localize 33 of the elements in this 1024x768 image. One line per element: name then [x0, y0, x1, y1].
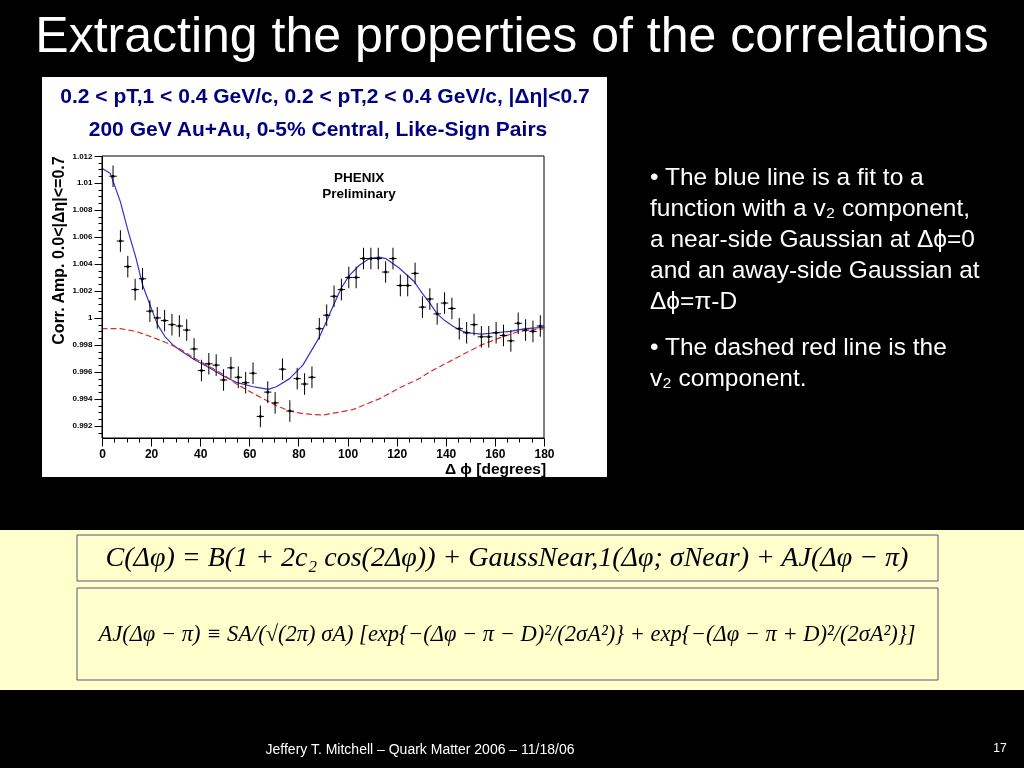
text: 200 GeV Au+Au, 0-5% Central, Like-Sign Pairs	[88, 117, 548, 140]
x-tick-label: 120	[387, 446, 408, 461]
x-tick-label: 40	[194, 446, 208, 461]
x-axis-title: Δ ϕ [degrees]	[444, 459, 547, 477]
y-tick-label: 1.008	[72, 205, 94, 215]
x-tick-label: 20	[144, 446, 159, 461]
x-tick-label: 0	[99, 446, 107, 461]
x-tick-label: 140	[436, 446, 457, 461]
y-tick-label: 1.006	[72, 232, 94, 242]
text: Jeffery T. Mitchell – Quark Matter 2006 – 11/18/06	[265, 741, 575, 757]
y-tick-label: 0.996	[72, 367, 94, 377]
y-tick-label: 1	[88, 313, 94, 323]
y-tick-label: 0.992	[72, 421, 94, 431]
chart-title: Extracting the properties of the correlations	[35, 7, 989, 63]
y-tick-label: 1.002	[72, 286, 94, 296]
y-tick-label: 0.994	[72, 394, 94, 404]
y-tick-label: 1.01	[76, 178, 94, 188]
y-axis-title: Corr. Amp. 0.0<|Δη|<=0.7	[49, 156, 67, 345]
y-tick-label: 1.012	[72, 151, 94, 161]
chart-subtitle: 0.2 < pT,1 < 0.4 GeV/c, 0.2 < pT,2 < 0.4 GeV/c, |Δη|<0.7	[60, 84, 590, 107]
text: C(Δφ) = B(1 + 2c₂ cos(2Δφ)) + GaussNear,1(Δφ; σNear) + AJ(Δφ − π)	[105, 541, 909, 572]
y-tick-label: 0.998	[72, 340, 94, 350]
text: • The dashed red line is the v₂ component.	[650, 333, 947, 391]
x-tick-label: 160	[485, 446, 506, 461]
annotation: PHENIX Preliminary	[322, 170, 397, 201]
text: • The blue line is a fit to a function with a v₂ component, a near-side Gaussian at Δϕ=0 and an away-side Gaussian at Δϕ=π-D	[650, 163, 980, 314]
x-tick-label: 80	[292, 446, 306, 461]
y-tick-label: 1.004	[72, 259, 94, 269]
text: 17	[993, 741, 1007, 755]
x-tick-label: 60	[243, 446, 257, 461]
x-tick-label: 180	[534, 446, 555, 461]
text: AJ(Δφ − π) ≡ SA/(√(2π) σA) [exp{−(Δφ − π − D)²/(2σA²)} + exp{−(Δφ − π + D)²/(2σA²)}]	[96, 621, 916, 646]
x-tick-label: 100	[338, 446, 359, 461]
